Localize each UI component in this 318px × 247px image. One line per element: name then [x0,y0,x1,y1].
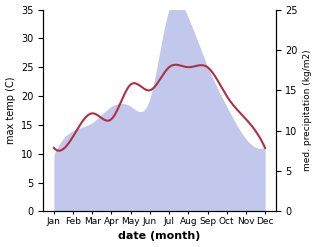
Y-axis label: max temp (C): max temp (C) [5,77,16,144]
Y-axis label: med. precipitation (kg/m2): med. precipitation (kg/m2) [303,50,313,171]
X-axis label: date (month): date (month) [118,231,201,242]
